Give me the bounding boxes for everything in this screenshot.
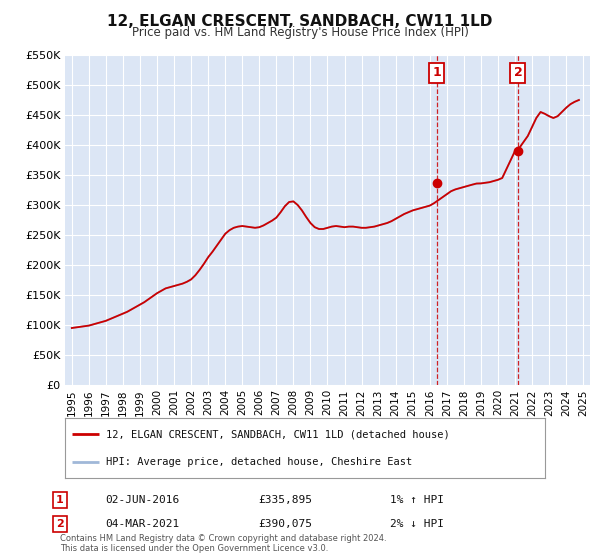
Text: 12, ELGAN CRESCENT, SANDBACH, CW11 1LD (detached house): 12, ELGAN CRESCENT, SANDBACH, CW11 1LD (…	[106, 429, 449, 439]
Text: £335,895: £335,895	[258, 495, 312, 505]
Text: 04-MAR-2021: 04-MAR-2021	[105, 519, 179, 529]
Text: £390,075: £390,075	[258, 519, 312, 529]
Text: Price paid vs. HM Land Registry's House Price Index (HPI): Price paid vs. HM Land Registry's House …	[131, 26, 469, 39]
Text: 12, ELGAN CRESCENT, SANDBACH, CW11 1LD: 12, ELGAN CRESCENT, SANDBACH, CW11 1LD	[107, 14, 493, 29]
Text: 2% ↓ HPI: 2% ↓ HPI	[390, 519, 444, 529]
Text: 1% ↑ HPI: 1% ↑ HPI	[390, 495, 444, 505]
Text: HPI: Average price, detached house, Cheshire East: HPI: Average price, detached house, Ches…	[106, 457, 412, 467]
Text: 2: 2	[514, 67, 522, 80]
Text: Contains HM Land Registry data © Crown copyright and database right 2024.
This d: Contains HM Land Registry data © Crown c…	[60, 534, 386, 553]
Text: 02-JUN-2016: 02-JUN-2016	[105, 495, 179, 505]
Text: 1: 1	[433, 67, 442, 80]
Text: 1: 1	[56, 495, 64, 505]
Text: 2: 2	[56, 519, 64, 529]
